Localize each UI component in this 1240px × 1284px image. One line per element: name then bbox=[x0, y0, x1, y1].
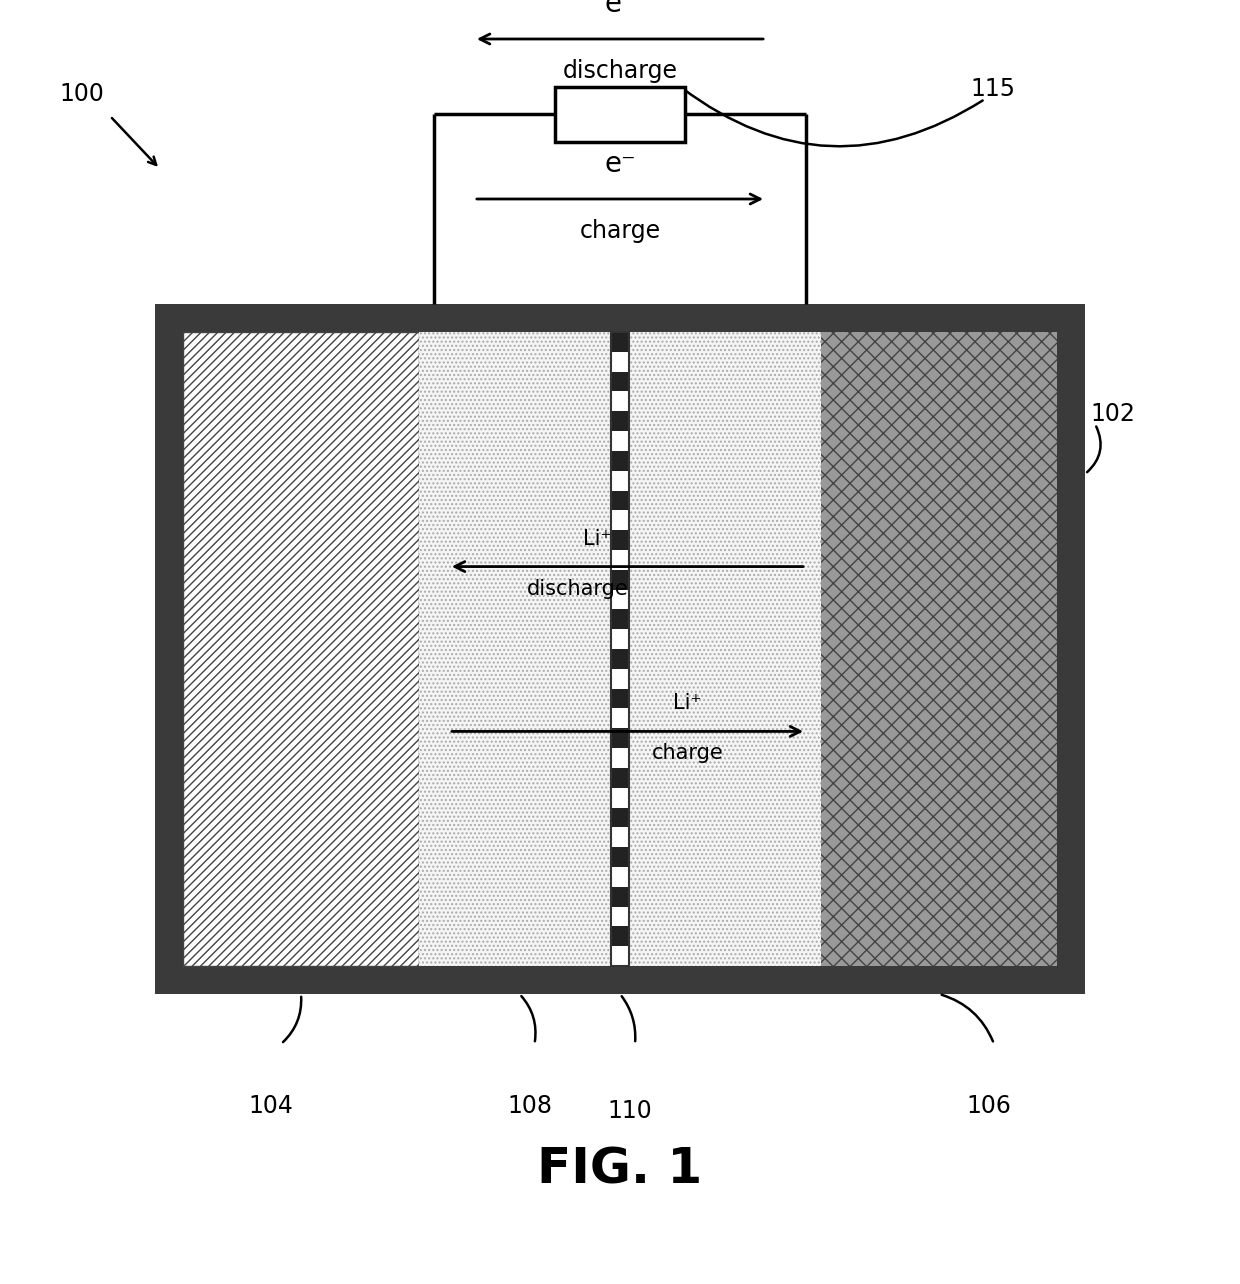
Bar bbox=[611, 946, 629, 966]
Bar bbox=[556, 86, 684, 141]
Bar bbox=[611, 589, 629, 610]
Bar bbox=[611, 371, 629, 392]
Bar bbox=[611, 867, 629, 887]
Text: 104: 104 bbox=[248, 1094, 294, 1118]
Bar bbox=[611, 392, 629, 411]
Bar bbox=[629, 333, 821, 966]
Bar bbox=[611, 926, 629, 946]
Bar bbox=[155, 304, 1085, 994]
Bar bbox=[611, 629, 629, 648]
Bar bbox=[419, 333, 611, 966]
Text: discharge: discharge bbox=[563, 59, 677, 83]
Bar bbox=[611, 431, 629, 451]
Text: Li⁺: Li⁺ bbox=[673, 693, 702, 714]
Bar bbox=[611, 411, 629, 431]
Bar bbox=[611, 530, 629, 550]
Bar bbox=[611, 550, 629, 570]
Bar bbox=[611, 333, 629, 352]
Bar bbox=[611, 610, 629, 629]
Bar bbox=[184, 333, 419, 966]
Bar bbox=[611, 787, 629, 808]
Bar bbox=[611, 471, 629, 490]
Bar bbox=[611, 907, 629, 926]
Bar bbox=[611, 648, 629, 669]
Text: discharge: discharge bbox=[527, 579, 629, 598]
Bar bbox=[611, 847, 629, 867]
Text: 110: 110 bbox=[608, 1099, 652, 1124]
Bar bbox=[611, 768, 629, 787]
Bar bbox=[611, 709, 629, 728]
Text: 108: 108 bbox=[507, 1094, 552, 1118]
Bar bbox=[184, 333, 1056, 966]
Text: 106: 106 bbox=[966, 1094, 1012, 1118]
Text: FIG. 1: FIG. 1 bbox=[537, 1145, 703, 1193]
Text: 115: 115 bbox=[970, 77, 1016, 101]
Bar bbox=[611, 808, 629, 827]
Text: 102: 102 bbox=[1090, 402, 1135, 426]
Text: Li⁺: Li⁺ bbox=[583, 529, 611, 548]
Bar bbox=[611, 728, 629, 749]
Text: charge: charge bbox=[652, 743, 723, 764]
Bar bbox=[611, 570, 629, 589]
Text: e⁻: e⁻ bbox=[604, 150, 636, 178]
Text: charge: charge bbox=[579, 220, 661, 243]
Text: 100: 100 bbox=[60, 82, 104, 107]
Bar bbox=[611, 669, 629, 688]
Bar bbox=[611, 333, 629, 966]
Bar bbox=[611, 887, 629, 907]
Bar bbox=[611, 352, 629, 371]
Bar bbox=[611, 827, 629, 847]
Text: e⁻: e⁻ bbox=[604, 0, 636, 18]
Bar bbox=[611, 490, 629, 510]
Bar bbox=[611, 749, 629, 768]
Bar bbox=[611, 510, 629, 530]
Bar bbox=[821, 333, 1056, 966]
Bar bbox=[611, 451, 629, 471]
Bar bbox=[611, 688, 629, 709]
